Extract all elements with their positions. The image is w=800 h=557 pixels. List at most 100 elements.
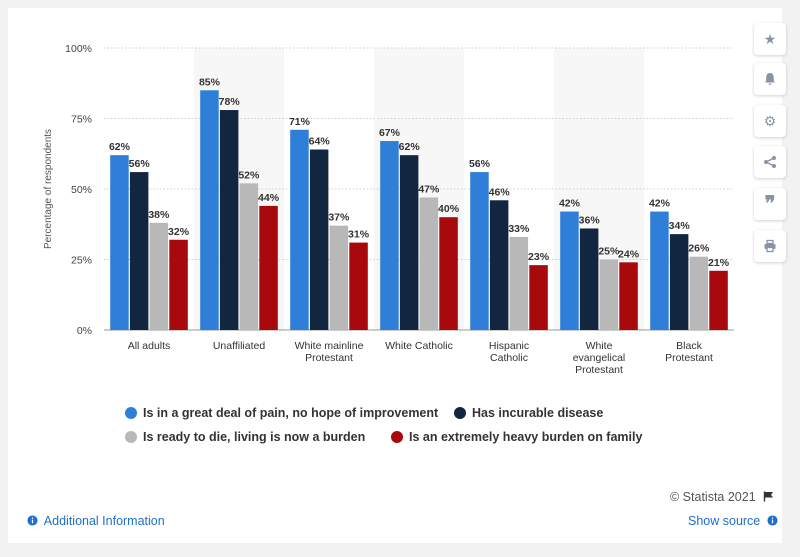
- bar: [200, 90, 219, 330]
- data-label: 24%: [618, 248, 640, 260]
- data-label: 71%: [289, 116, 311, 128]
- bar: [529, 265, 548, 330]
- data-label: 42%: [559, 198, 581, 210]
- bar: [709, 270, 728, 330]
- bar: [419, 197, 439, 330]
- data-label: 62%: [109, 141, 131, 153]
- y-axis-title: Percentage of respondents: [43, 129, 54, 249]
- data-label: 44%: [258, 192, 280, 204]
- legend-item[interactable]: Has incurable disease: [454, 406, 603, 420]
- x-tick-label: White: [586, 340, 613, 352]
- print-icon: [764, 239, 776, 253]
- bar: [259, 205, 278, 330]
- gear-icon: ⚙: [763, 112, 777, 129]
- data-label: 37%: [328, 212, 350, 224]
- legend-item[interactable]: Is ready to die, living is now a burden: [125, 430, 365, 444]
- bar: [239, 183, 259, 330]
- bar: [309, 149, 329, 330]
- data-label: 25%: [598, 246, 620, 258]
- bar: [399, 155, 419, 330]
- print-button[interactable]: [754, 230, 786, 262]
- info-icon: [767, 515, 778, 526]
- bar: [290, 129, 309, 330]
- data-label: 46%: [489, 186, 511, 198]
- data-label: 42%: [649, 198, 671, 210]
- x-tick-label: Unaffiliated: [213, 340, 266, 352]
- bar: [619, 262, 638, 330]
- x-tick-label: Catholic: [490, 352, 528, 364]
- x-tick-label: White Catholic: [385, 340, 453, 352]
- legend-label: Has incurable disease: [472, 406, 604, 420]
- legend-item[interactable]: Is in a great deal of pain, no hope of i…: [125, 406, 438, 420]
- legend-dot: [454, 407, 466, 419]
- data-label: 21%: [708, 257, 730, 269]
- x-tick-label: evangelical: [573, 352, 626, 364]
- data-label: 67%: [379, 127, 401, 139]
- x-tick-label: Protestant: [305, 352, 353, 364]
- legend-label: Is in a great deal of pain, no hope of i…: [143, 406, 439, 420]
- bar: [349, 242, 368, 330]
- bar: [489, 200, 509, 330]
- data-label: 62%: [399, 141, 421, 153]
- x-tick-label: White mainline: [295, 340, 364, 352]
- data-label: 56%: [469, 158, 491, 170]
- quote-icon: ❞: [764, 193, 776, 215]
- bar: [669, 234, 689, 330]
- data-label: 38%: [148, 209, 170, 221]
- flag-icon: [763, 491, 774, 502]
- additional-information-link[interactable]: Additional Information: [27, 514, 165, 528]
- y-tick-label: 100%: [65, 43, 92, 55]
- notification-button[interactable]: [754, 63, 786, 95]
- x-tick-label: Protestant: [575, 364, 623, 376]
- y-tick-label: 25%: [71, 255, 92, 267]
- data-label: 85%: [199, 76, 221, 88]
- settings-button[interactable]: ⚙: [754, 105, 786, 137]
- x-tick-label: Protestant: [665, 352, 713, 364]
- data-label: 32%: [168, 226, 190, 238]
- bar: [169, 239, 188, 330]
- data-label: 78%: [219, 96, 241, 108]
- data-label: 36%: [579, 214, 601, 226]
- legend-dot: [125, 431, 137, 443]
- data-label: 56%: [129, 158, 151, 170]
- show-source-link[interactable]: Show source: [688, 514, 778, 528]
- statista-credit: © Statista 2021: [670, 490, 774, 504]
- bar: [560, 211, 579, 330]
- share-button[interactable]: [754, 146, 786, 178]
- y-tick-label: 75%: [71, 114, 92, 126]
- share-icon: [764, 156, 776, 168]
- bar: [439, 217, 458, 330]
- chart-card: 0% 25% 50% 75% 100% Percentage of respondents…: [8, 8, 786, 543]
- bar: [650, 211, 669, 330]
- bar: [509, 236, 529, 330]
- data-label: 23%: [528, 251, 550, 263]
- legend-dot: [391, 431, 403, 443]
- cite-button[interactable]: ❞: [754, 188, 786, 220]
- bar: [329, 225, 349, 330]
- data-label: 47%: [418, 183, 440, 195]
- bar-chart: 0% 25% 50% 75% 100% Percentage of respondents…: [43, 43, 734, 376]
- data-label: 64%: [309, 136, 331, 148]
- bar: [380, 141, 399, 330]
- info-icon: [27, 515, 38, 526]
- legend-dot: [125, 407, 137, 419]
- y-tick-label: 0%: [77, 325, 92, 337]
- legend-item[interactable]: Is an extremely heavy burden on family: [391, 430, 642, 444]
- bar: [149, 222, 169, 330]
- x-tick-label: All adults: [128, 340, 171, 352]
- legend-label: Is ready to die, living is now a burden: [143, 430, 366, 444]
- bar: [579, 228, 599, 330]
- bar: [129, 172, 149, 330]
- legend-label: Is an extremely heavy burden on family: [409, 430, 643, 444]
- data-label: 40%: [438, 203, 460, 215]
- data-label: 31%: [348, 229, 370, 241]
- x-tick-label: Black: [676, 340, 702, 352]
- bar: [470, 172, 489, 330]
- data-label: 34%: [669, 220, 691, 232]
- data-label: 33%: [508, 223, 530, 235]
- bar: [689, 256, 709, 330]
- data-label: 26%: [688, 243, 710, 255]
- y-tick-label: 50%: [71, 184, 92, 196]
- star-icon: ★: [763, 30, 777, 47]
- favorite-button[interactable]: ★: [754, 23, 786, 55]
